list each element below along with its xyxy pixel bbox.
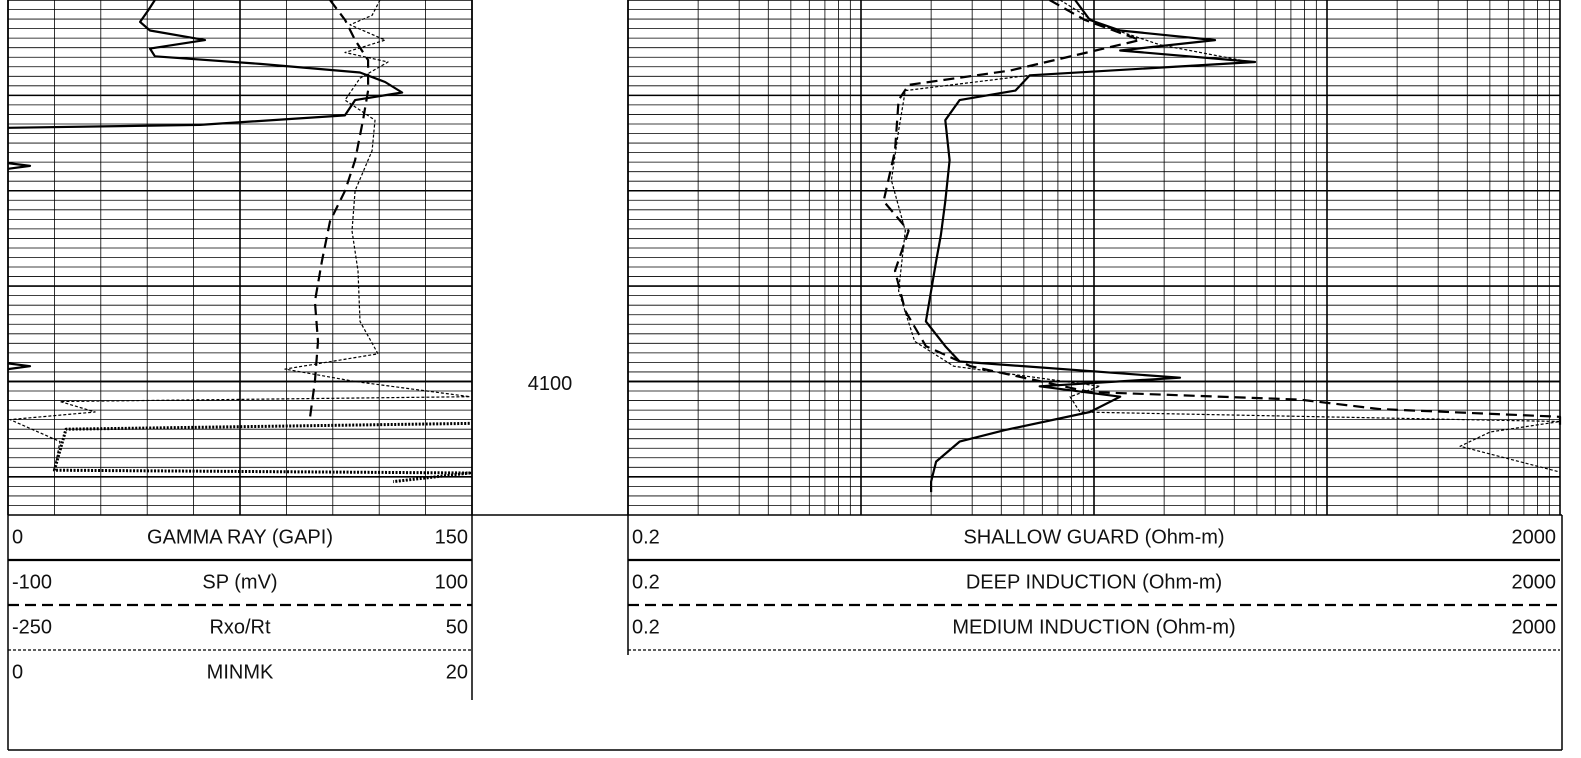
curve-name: Rxo/Rt	[209, 616, 271, 638]
curve-name: MEDIUM INDUCTION (Ohm-m)	[952, 616, 1235, 638]
scale-max: 150	[435, 526, 468, 548]
scale-max: 50	[446, 616, 468, 638]
depth-label: 4100	[528, 373, 573, 395]
curve-name: SP (mV)	[202, 571, 277, 593]
curve-name: MINMK	[207, 661, 274, 683]
frame	[7, 0, 1563, 751]
scale-min: 0.2	[632, 616, 660, 638]
log-curve	[924, 0, 1257, 493]
grid	[7, 0, 1561, 516]
log-curve	[9, 0, 471, 467]
scale-max: 2000	[1512, 526, 1557, 548]
scale-min: -100	[12, 571, 52, 593]
scale-max: 2000	[1512, 616, 1557, 638]
scale-min: -250	[12, 616, 52, 638]
scale-max: 2000	[1512, 571, 1557, 593]
scale-min: 0	[12, 526, 23, 548]
log-curve	[52, 421, 472, 484]
scale-max: 20	[446, 661, 468, 683]
log-curve	[7, 0, 404, 371]
scale-min: 0.2	[632, 571, 660, 593]
curve-name: SHALLOW GUARD (Ohm-m)	[963, 526, 1224, 548]
log-curve	[882, 0, 1562, 427]
log-curve	[309, 0, 370, 417]
scale-max: 100	[435, 571, 468, 593]
curve-name: GAMMA RAY (GAPI)	[147, 526, 333, 548]
curves	[7, 0, 1562, 493]
headers: 4100 0 GAMMA RAY (GAPI) 150 -100 SP (mV) 100 -2…	[8, 373, 1560, 683]
scale-min: 0	[12, 661, 23, 683]
curve-name: DEEP INDUCTION (Ohm-m)	[966, 571, 1222, 593]
log-curve	[890, 0, 1561, 473]
scale-min: 0.2	[632, 526, 660, 548]
